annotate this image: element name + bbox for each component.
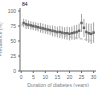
svg-text:Duration of diabetes (years): Duration of diabetes (years) [27, 82, 89, 87]
svg-text:25: 25 [10, 53, 16, 59]
svg-text:50: 50 [10, 38, 16, 44]
svg-text:20: 20 [67, 74, 73, 80]
svg-text:Prevalence (%): Prevalence (%) [0, 22, 3, 57]
svg-text:30: 30 [91, 74, 97, 80]
svg-text:75: 75 [10, 23, 16, 29]
svg-text:15: 15 [55, 74, 61, 80]
svg-text:10: 10 [43, 74, 49, 80]
html-text:84: 84 [22, 1, 28, 7]
svg-text:100: 100 [8, 8, 17, 14]
svg-text:25: 25 [79, 74, 85, 80]
svg-text:0: 0 [13, 68, 16, 74]
svg-text:5: 5 [32, 74, 35, 80]
svg-text:0: 0 [20, 74, 23, 80]
